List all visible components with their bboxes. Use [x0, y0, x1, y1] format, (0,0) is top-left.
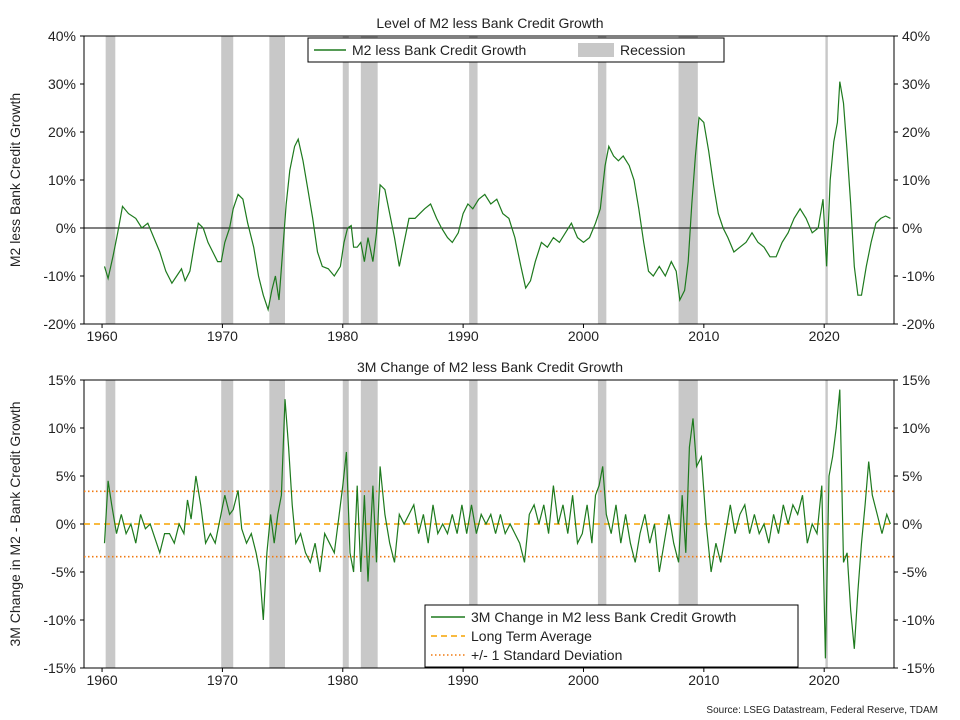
top-series-line: [103, 81, 891, 312]
bottom-ytick-left-label: 15%: [48, 372, 76, 388]
bottom-xtick-label: 2000: [568, 672, 599, 688]
bottom-xtick-label: 1980: [327, 672, 358, 688]
bottom-recession-band-5: [469, 380, 478, 668]
bottom-xtick-label: 1960: [86, 672, 117, 688]
bottom-ytick-left-label: -5%: [51, 564, 76, 580]
bottom-xtick-label: 1990: [448, 672, 479, 688]
bottom-xtick-label: 2020: [809, 672, 840, 688]
bottom-series-line: [103, 389, 891, 659]
bottom-recession-band-6: [597, 380, 607, 668]
top-ytick-right-label: 40%: [902, 28, 930, 44]
bottom-y-axis: -15% -15% -10% -10% -5% -5% 0% 0% 5% 5% 10% 10% 15% 1…: [43, 372, 934, 676]
top-recession-band-8: [825, 36, 828, 324]
bottom-legend-average-label: Long Term Average: [471, 628, 592, 644]
bottom-ytick-left-label: 0%: [56, 516, 76, 532]
bottom-ytick-right-label: 5%: [902, 468, 922, 484]
top-ytick-right-label: 30%: [902, 76, 930, 92]
bottom-ytick-right-label: -5%: [902, 564, 927, 580]
top-y-axis: -20% -20% -10% -10% 0% 0% 10% 10% 20% 20% 30% 30% 40…: [43, 28, 934, 332]
top-ytick-left-label: 30%: [48, 76, 76, 92]
bottom-legend: 3M Change in M2 less Bank Credit Growth …: [424, 604, 799, 668]
top-recession-band-0: [105, 36, 116, 324]
bottom-panel: 3M Change of M2 less Bank Credit Growth …: [7, 359, 935, 688]
bottom-x-axis: 1960 1970 1980 1990 2000 2010 2020: [86, 668, 840, 688]
top-recession-band-3: [342, 36, 349, 324]
bottom-recession-band-0: [105, 380, 116, 668]
bottom-xtick-label: 1970: [207, 672, 238, 688]
top-xtick-label: 1970: [207, 328, 238, 344]
top-panel: Level of M2 less Bank Credit Growth -20%…: [7, 15, 935, 344]
top-legend-box: [307, 37, 725, 63]
top-x-axis: 1960 1970 1980 1990 2000 2010 2020: [86, 324, 840, 344]
top-ytick-left-label: -10%: [43, 268, 76, 284]
top-legend-recession-label: Recession: [620, 42, 685, 58]
bottom-legend-stdev-label: +/- 1 Standard Deviation: [471, 647, 622, 663]
bottom-y-axis-label: 3M Change in M2 - Bank Credit Growth: [7, 401, 23, 646]
top-ytick-left-label: 0%: [56, 220, 76, 236]
top-ytick-left-label: 40%: [48, 28, 76, 44]
bottom-legend-box: [424, 604, 799, 668]
top-ytick-right-label: 10%: [902, 172, 930, 188]
top-recession-shading: [105, 36, 828, 324]
top-ytick-left-label: 10%: [48, 172, 76, 188]
top-legend-series-label: M2 less Bank Credit Growth: [352, 42, 526, 58]
bottom-ytick-right-label: 0%: [902, 516, 922, 532]
top-chart-title: Level of M2 less Bank Credit Growth: [376, 15, 603, 31]
top-xtick-label: 1960: [86, 328, 117, 344]
top-plot-frame: [83, 35, 895, 325]
top-recession-band-4: [360, 36, 378, 324]
top-xtick-label: 1980: [327, 328, 358, 344]
top-xtick-label: 2000: [568, 328, 599, 344]
top-recession-band-5: [469, 36, 478, 324]
top-recession-band-7: [678, 36, 698, 324]
bottom-xtick-label: 2010: [688, 672, 719, 688]
top-ytick-right-label: -10%: [902, 268, 935, 284]
top-recession-band-2: [269, 36, 285, 324]
top-xtick-label: 1990: [448, 328, 479, 344]
bottom-legend-series-label: 3M Change in M2 less Bank Credit Growth: [471, 609, 736, 625]
bottom-ytick-right-label: -10%: [902, 612, 935, 628]
bottom-chart-title: 3M Change of M2 less Bank Credit Growth: [357, 359, 623, 375]
top-xtick-label: 2010: [688, 328, 719, 344]
top-xtick-label: 2020: [809, 328, 840, 344]
bottom-ytick-left-label: 5%: [56, 468, 76, 484]
bottom-ytick-right-label: 15%: [902, 372, 930, 388]
bottom-ytick-left-label: -15%: [43, 660, 76, 676]
top-ytick-right-label: -20%: [902, 316, 935, 332]
bottom-ytick-left-label: 10%: [48, 420, 76, 436]
bottom-ytick-right-label: -15%: [902, 660, 935, 676]
bottom-ytick-left-label: -10%: [43, 612, 76, 628]
bottom-ytick-right-label: 10%: [902, 420, 930, 436]
top-ytick-left-label: -20%: [43, 316, 76, 332]
top-recession-band-6: [597, 36, 607, 324]
source-note: Source: LSEG Datastream, Federal Reserve…: [706, 705, 938, 716]
top-recession-band-1: [221, 36, 234, 324]
top-legend: M2 less Bank Credit Growth Recession: [307, 37, 725, 63]
top-y-axis-label: M2 less Bank Credit Growth: [7, 93, 23, 267]
top-ytick-left-label: 20%: [48, 124, 76, 140]
top-ytick-right-label: 0%: [902, 220, 922, 236]
top-ytick-right-label: 20%: [902, 124, 930, 140]
top-legend-recession-swatch: [578, 43, 614, 57]
